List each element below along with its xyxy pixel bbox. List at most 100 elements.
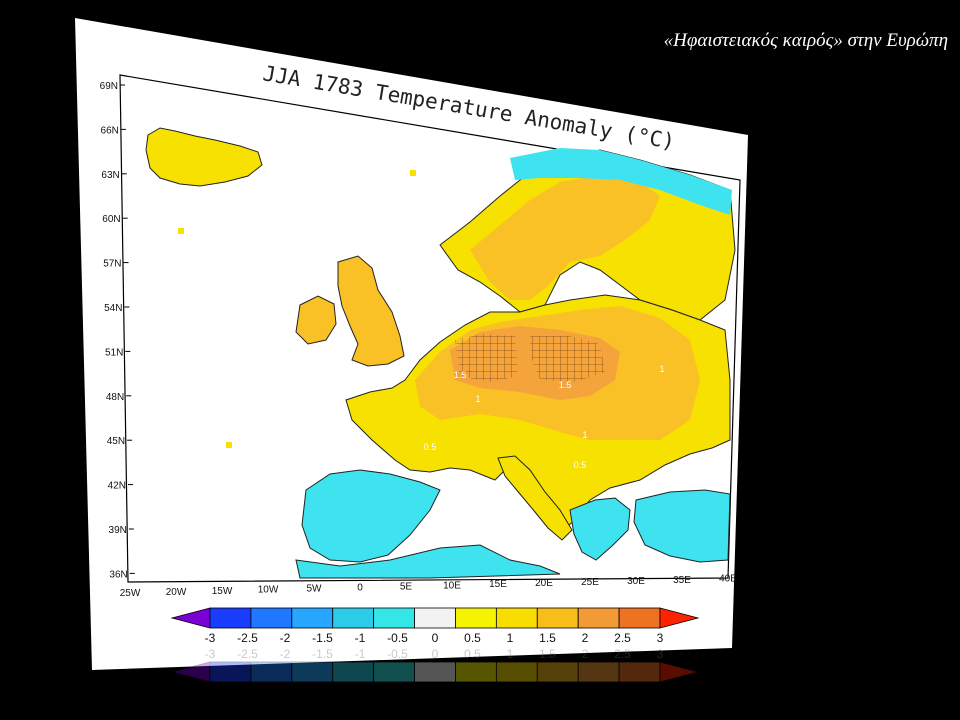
lon-label: 10E (443, 580, 461, 591)
grid-cell (410, 170, 416, 176)
colorbar-right-arrow (659, 607, 700, 629)
colorbar-tick-label: -1 (355, 631, 366, 645)
lon-label: 30E (627, 576, 645, 587)
colorbar-tick-label: -2.5 (237, 647, 258, 661)
colorbar-segment (373, 661, 415, 683)
colorbar-segment (495, 607, 538, 629)
colorbar-tick-label: 3 (657, 631, 664, 645)
contour-label: 1.5 (454, 370, 467, 380)
colorbar-segment (209, 607, 252, 629)
land-ireland (295, 295, 337, 345)
colorbar-segment (209, 661, 252, 683)
colorbar-reflection: -3 -2.5 -2 -1.5 -1 -0.5 0 0.5 1 1.5 2 2.5 3 (170, 647, 700, 683)
colorbar-left-arrow (170, 661, 211, 683)
colorbar-segment (536, 607, 579, 629)
lon-label: 10W (258, 585, 279, 596)
colorbar-tick-label: 0 (432, 647, 439, 661)
colorbar-tick-label: -3 (205, 631, 216, 645)
contour-label: 1.5 (559, 380, 572, 390)
colorbar-segment (495, 661, 538, 683)
colorbar-tick-label: 0 (432, 631, 439, 645)
lat-label: 57N (103, 259, 121, 270)
lat-label: 45N (107, 436, 125, 447)
colorbar-tick-label: -0.5 (387, 647, 408, 661)
colorbar-tick-label: 2 (582, 647, 589, 661)
lat-label: 51N (105, 347, 123, 358)
grid-cell (178, 228, 184, 234)
colorbar-segment (618, 661, 661, 683)
lon-label: 0 (357, 583, 363, 594)
lon-label: 5W (307, 584, 323, 595)
colorbar-tick-label: 1.5 (539, 647, 556, 661)
longitude-labels: 25W 20W 15W 10W 5W 0 5E 10E 15E 20E 25E 30E 35E 40E (120, 574, 738, 599)
lon-label: 40E (719, 574, 737, 585)
lon-label: 5E (400, 581, 413, 592)
lon-label: 20W (166, 587, 187, 598)
colorbar-segment (536, 661, 579, 683)
land-iceland (145, 127, 263, 187)
colorbar-segment (332, 661, 375, 683)
contour-labels: 1.5 1.5 1 1 0.5 0.5 1 (424, 364, 665, 470)
colorbar-segment (414, 607, 456, 629)
colorbar-tick-label: -3 (205, 647, 216, 661)
lon-label: 15W (212, 586, 233, 597)
land-scandinavia-warm (470, 175, 660, 300)
colorbar-tick-label: -1 (355, 647, 366, 661)
colorbar-segment (291, 607, 334, 629)
colorbar-segment (332, 607, 375, 629)
contour-label: 1 (475, 394, 480, 404)
colorbar-tick-label: -1.5 (312, 647, 333, 661)
colorbar-tick-label: -2 (280, 647, 291, 661)
contour-label: 0.5 (574, 460, 587, 470)
colorbar-segment (577, 607, 620, 629)
colorbar: -3 -2.5 -2 -1.5 -1 -0.5 0 0.5 1 1.5 2 2.5 3 (170, 607, 700, 645)
colorbar-tick-label: -2.5 (237, 631, 258, 645)
colorbar-tick-label: 2.5 (614, 631, 631, 645)
colorbar-tick-label: 2 (582, 631, 589, 645)
land-iberia (301, 469, 441, 563)
lon-label: 15E (489, 579, 507, 590)
colorbar-tick-label: 1.5 (539, 631, 556, 645)
colorbar-tick-label: 0.5 (464, 631, 481, 645)
colorbar-tick-label: -2 (280, 631, 291, 645)
colorbar-segment (250, 607, 293, 629)
colorbar-tick-label: 1 (507, 631, 514, 645)
map-area (145, 127, 736, 579)
lon-label: 25W (120, 588, 141, 599)
hatched-region-east (530, 336, 605, 382)
contour-label: 0.5 (424, 442, 437, 452)
latitude-labels: 69N 66N 63N 60N 57N 54N 51N 48N 45N 42N 39N 36N (100, 81, 135, 580)
lat-label: 36N (109, 569, 127, 580)
lat-label: 63N (101, 170, 119, 181)
colorbar-segment (250, 661, 293, 683)
hatched-region-west (455, 334, 518, 382)
map-panel: JJA 1783 Temperature Anomaly (°C) (75, 18, 748, 670)
colorbar-tick-label: 1 (507, 647, 514, 661)
colorbar-segment (414, 661, 456, 683)
land-italy (497, 455, 573, 541)
colorbar-segment (291, 661, 334, 683)
colorbar-segment (455, 607, 497, 629)
land-britain (337, 255, 405, 367)
grid-cell (226, 442, 232, 448)
land-arctic-cool (510, 148, 732, 215)
land-balkans-cool (569, 497, 631, 561)
lat-label: 42N (108, 481, 126, 492)
lat-label: 39N (109, 525, 127, 536)
colorbar-segment (618, 607, 661, 629)
colorbar-tick-label: 0.5 (464, 647, 481, 661)
lat-label: 48N (106, 392, 124, 403)
colorbar-tick-label: -0.5 (387, 631, 408, 645)
land-north-africa-cool (295, 544, 561, 579)
lat-label: 54N (104, 303, 122, 314)
slide-title: «Ηφαιστειακός καιρός» στην Ευρώπη (663, 30, 948, 51)
lon-label: 20E (535, 578, 553, 589)
colorbar-segment (373, 607, 415, 629)
lat-label: 66N (101, 125, 119, 136)
lat-label: 60N (102, 214, 120, 225)
contour-label: 1 (659, 364, 664, 374)
plot-frame (119, 74, 741, 583)
colorbar-right-arrow (659, 661, 700, 683)
lon-label: 25E (581, 577, 599, 588)
